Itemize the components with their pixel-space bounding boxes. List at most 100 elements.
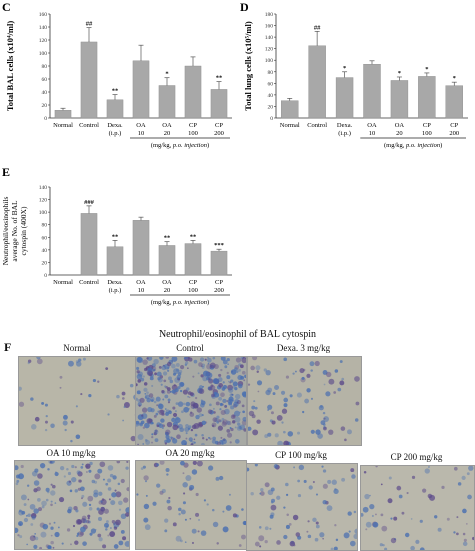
category-label: Dexa.: [107, 122, 123, 129]
stained-cell: [165, 357, 170, 359]
y-tick-label: 80: [42, 64, 48, 70]
stained-cell: [54, 471, 59, 477]
stained-cell: [213, 411, 216, 414]
stained-cell: [465, 522, 468, 525]
stained-cell: [234, 426, 237, 429]
stained-cell: [204, 358, 207, 361]
stained-cell: [15, 465, 19, 471]
stained-cell: [137, 379, 142, 383]
stained-cell: [294, 370, 297, 373]
stained-cell: [393, 516, 398, 521]
micrograph-texture: [247, 464, 357, 550]
stained-cell: [271, 420, 276, 425]
stained-cell: [71, 464, 75, 469]
stained-cell: [429, 494, 436, 501]
group-caption: (mg/kg, p.o. injection): [384, 142, 442, 149]
stained-cell: [308, 485, 313, 490]
stained-cell: [233, 410, 240, 417]
stained-cell: [222, 526, 229, 533]
stained-cell: [354, 418, 359, 422]
stained-cell: [299, 368, 305, 374]
stained-cell: [190, 443, 194, 445]
stained-cell: [97, 516, 103, 521]
stained-cell: [212, 417, 218, 423]
stained-cell: [194, 433, 198, 437]
category-sublabel: 20: [164, 130, 171, 137]
stained-cell: [106, 525, 109, 528]
stained-cell: [168, 410, 172, 415]
stained-cell: [200, 442, 205, 445]
stained-cell: [354, 528, 357, 534]
stained-cell: [256, 370, 259, 373]
stained-cell: [176, 374, 181, 380]
stained-cell: [212, 508, 215, 512]
stained-cell: [227, 363, 229, 365]
panel-letter: C: [2, 0, 11, 14]
micrograph-label: Normal: [63, 343, 91, 353]
stained-cell: [120, 529, 125, 534]
stained-cell: [232, 381, 238, 387]
stained-cell: [155, 412, 159, 416]
stained-cell: [197, 372, 200, 375]
stained-cell: [236, 401, 239, 404]
stained-cell: [269, 527, 272, 530]
stained-cell: [242, 410, 245, 414]
stained-cell: [189, 484, 195, 490]
stained-cell: [310, 397, 313, 400]
stained-cell: [177, 386, 181, 390]
panel-f-title: Neutrophil/eosinophil of BAL cytospin: [158, 329, 317, 340]
stained-cell: [315, 524, 320, 529]
category-sublabel: 200: [214, 287, 224, 294]
chart-e: E 0 20 40 60 80 100 120 140 Neutrophil/eosinophil…: [1, 165, 232, 306]
bar: [210, 89, 228, 119]
stained-cell: [180, 365, 185, 370]
stained-cell: [307, 520, 310, 523]
stained-cell: [33, 544, 38, 549]
stained-cell: [15, 527, 19, 534]
stained-cell: [323, 423, 326, 426]
stained-cell: [152, 501, 157, 506]
stained-cell: [182, 472, 185, 475]
stained-cell: [160, 418, 165, 423]
stained-cell: [277, 440, 283, 445]
stained-cell: [216, 415, 220, 419]
category-sublabel: 200: [214, 130, 224, 137]
stained-cell: [241, 391, 246, 397]
stained-cell: [78, 479, 82, 483]
stained-cell: [97, 468, 103, 474]
stained-cell: [276, 495, 281, 500]
stained-cell: [39, 463, 46, 469]
stained-cell: [314, 360, 320, 367]
stained-cell: [269, 514, 274, 519]
bar: [308, 45, 326, 119]
stained-cell: [225, 505, 232, 511]
stained-cell: [217, 419, 221, 423]
micrograph-texture: [19, 357, 137, 443]
stained-cell: [276, 414, 283, 421]
stained-cell: [236, 370, 239, 373]
stained-cell: [303, 479, 307, 483]
stained-cell: [165, 434, 170, 440]
stained-cell: [136, 493, 139, 496]
stained-cell: [77, 531, 84, 538]
stained-cell: [170, 436, 173, 439]
stained-cell: [369, 494, 371, 497]
significance-label: *: [453, 75, 456, 82]
stained-cell: [453, 466, 458, 471]
bar: [158, 245, 176, 276]
stained-cell: [351, 474, 356, 479]
stained-cell: [85, 471, 88, 473]
y-tick-label: 20: [42, 103, 48, 109]
panel-d: D 0 20 40 60 80 100 120 140 160 180 Total lung cell…: [238, 0, 475, 160]
stained-cell: [164, 385, 167, 388]
stained-cell: [78, 358, 82, 362]
stained-cell: [177, 401, 184, 407]
stained-cell: [218, 475, 224, 481]
stained-cell: [281, 421, 284, 424]
y-tick-label: 80: [42, 223, 48, 229]
stained-cell: [192, 375, 195, 378]
stained-cell: [422, 488, 427, 493]
stained-cell: [143, 382, 148, 386]
stained-cell: [89, 461, 93, 466]
stained-cell: [236, 425, 242, 431]
